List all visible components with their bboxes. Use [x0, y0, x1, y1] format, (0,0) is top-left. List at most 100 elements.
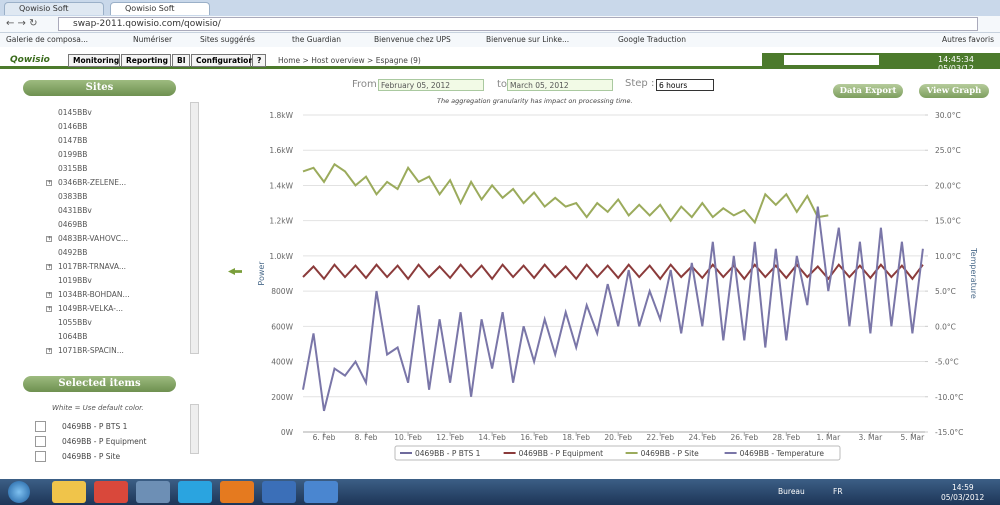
site-item[interactable]: 0199BB: [58, 150, 88, 159]
other-bookmarks[interactable]: Autres favoris: [942, 35, 994, 44]
x-tick-label: 6. Feb: [313, 433, 336, 442]
checkbox[interactable]: [35, 421, 46, 432]
bookmark[interactable]: Galerie de composa...: [6, 35, 89, 44]
site-item[interactable]: 1071BR-SPACIN...: [58, 346, 124, 355]
expand-toggle[interactable]: +: [46, 235, 53, 242]
menu-item[interactable]: Monitoring: [68, 54, 120, 67]
site-item[interactable]: 0469BB: [58, 220, 88, 229]
x-tick-label: 20. Feb: [604, 433, 632, 442]
site-item[interactable]: 1049BR-VELKA-...: [58, 304, 124, 313]
menu-item[interactable]: BI: [172, 54, 190, 67]
browser-tab[interactable]: Qowisio Soft: [110, 2, 210, 15]
x-tick-label: 10. Feb: [394, 433, 422, 442]
site-item[interactable]: 0315BB: [58, 164, 88, 173]
y-tick-label: 200W: [271, 393, 293, 402]
search-area: 14:45:34 05/03/12: [762, 53, 1000, 73]
x-tick-label: 22. Feb: [646, 433, 674, 442]
view-graph-button[interactable]: View Graph: [919, 84, 989, 98]
expand-toggle[interactable]: +: [46, 347, 53, 354]
site-item[interactable]: 0145BBv: [58, 108, 92, 117]
browser-tab[interactable]: Qowisio Soft: [4, 2, 104, 15]
site-item[interactable]: 0492BB: [58, 248, 88, 257]
site-item[interactable]: 1034BR-BOHDAN...: [58, 290, 130, 299]
start-button[interactable]: [8, 481, 30, 503]
taskbar: Bureau FR 14:59 05/03/2012: [0, 479, 1000, 505]
menu-item[interactable]: ?: [252, 54, 266, 67]
y-axis-title: Power: [257, 261, 266, 286]
site-item[interactable]: 0431BBv: [58, 206, 92, 215]
note: The aggregation granularity has impact o…: [437, 97, 633, 105]
clock: 14:45:34 05/03/12: [938, 55, 974, 73]
chart: 0W 200W 400W 600W 800W 1.0kW 1.2kW 1.4kW 1.6kW 1.…: [257, 111, 978, 461]
expand-toggle[interactable]: +: [46, 179, 53, 186]
site-item[interactable]: 1055BBv: [58, 318, 92, 327]
app-icon[interactable]: [178, 481, 212, 503]
app-icon[interactable]: [52, 481, 86, 503]
series-line: [302, 263, 924, 281]
time: 14:59: [952, 483, 974, 492]
menu-item[interactable]: Reporting: [121, 54, 171, 67]
address-bar[interactable]: swap-2011.qowisio.com/qowisio/: [58, 17, 978, 31]
language[interactable]: FR: [833, 487, 843, 496]
y-tick-label: 0W: [281, 428, 294, 437]
app-icon[interactable]: [262, 481, 296, 503]
site-item[interactable]: 0146BB: [58, 122, 88, 131]
bookmark[interactable]: the Guardian: [292, 35, 341, 44]
app-icon[interactable]: [94, 481, 128, 503]
site-item[interactable]: 1019BBv: [58, 276, 92, 285]
selected-item[interactable]: 0469BB - P BTS 1: [62, 422, 128, 431]
nav-buttons[interactable]: ← → ↻: [6, 18, 38, 29]
y-tick-label: 800W: [271, 287, 293, 296]
y2-tick-label: 30.0°C: [935, 111, 961, 120]
y2-tick-label: -10.0°C: [935, 393, 963, 402]
expand-toggle[interactable]: +: [46, 305, 53, 312]
from-input[interactable]: February 05, 2012: [378, 79, 484, 91]
to-label: to: [497, 79, 508, 90]
desktop-label[interactable]: Bureau: [778, 487, 805, 496]
step-label: Step :: [625, 78, 655, 89]
selected-item[interactable]: 0469BB - P Site: [62, 452, 121, 461]
expand-toggle[interactable]: +: [46, 263, 53, 270]
app-icon[interactable]: [304, 481, 338, 503]
expand-toggle[interactable]: +: [46, 291, 53, 298]
bookmark[interactable]: Google Traduction: [618, 35, 686, 44]
bookmark[interactable]: Sites suggérés: [200, 35, 255, 44]
scrollbar[interactable]: [190, 102, 199, 354]
menu-item[interactable]: Configuration: [191, 54, 254, 67]
x-tick-label: 8. Feb: [355, 433, 378, 442]
site-item[interactable]: 0147BB: [58, 136, 88, 145]
site-item[interactable]: 1064BB: [58, 332, 88, 341]
search-box[interactable]: [784, 55, 879, 65]
app-icon[interactable]: [136, 481, 170, 503]
x-tick-label: 12. Feb: [436, 433, 464, 442]
y2-tick-label: 20.0°C: [935, 181, 961, 190]
x-tick-label: 18. Feb: [562, 433, 590, 442]
bookmark[interactable]: Bienvenue chez UPS: [374, 35, 451, 44]
x-tick-label: 26. Feb: [730, 433, 758, 442]
date: 05/03/2012: [941, 493, 985, 502]
y-tick-label: 400W: [271, 358, 293, 367]
y2-tick-label: 5.0°C: [935, 287, 956, 296]
site-item[interactable]: 0383BB: [58, 192, 88, 201]
sites-title: Sites: [23, 80, 176, 96]
export-button[interactable]: Data Export: [833, 84, 903, 98]
bookmark[interactable]: Bienvenue sur Linke...: [486, 35, 570, 44]
selected-item[interactable]: 0469BB - P Equipment: [62, 437, 147, 446]
scrollbar[interactable]: [190, 404, 199, 454]
y2-tick-label: -5.0°C: [935, 358, 959, 367]
site-item[interactable]: 0483BR-VAHOVC...: [58, 234, 129, 243]
site-item[interactable]: 1017BR-TRNAVA...: [58, 262, 127, 271]
bookmark[interactable]: Numériser: [133, 35, 173, 44]
collapse-arrow[interactable]: [228, 268, 242, 275]
series-line: [302, 206, 924, 412]
y2-tick-label: 10.0°C: [935, 252, 961, 261]
from-label: From: [352, 79, 377, 90]
app-icon[interactable]: [220, 481, 254, 503]
checkbox[interactable]: [35, 451, 46, 462]
step-select[interactable]: 6 hours: [656, 79, 714, 91]
site-item[interactable]: 0346BR-ZELENE...: [58, 178, 127, 187]
checkbox[interactable]: [35, 436, 46, 447]
to-input[interactable]: March 05, 2012: [507, 79, 613, 91]
toolbar: ← → ↻ swap-2011.qowisio.com/qowisio/: [0, 16, 1000, 33]
